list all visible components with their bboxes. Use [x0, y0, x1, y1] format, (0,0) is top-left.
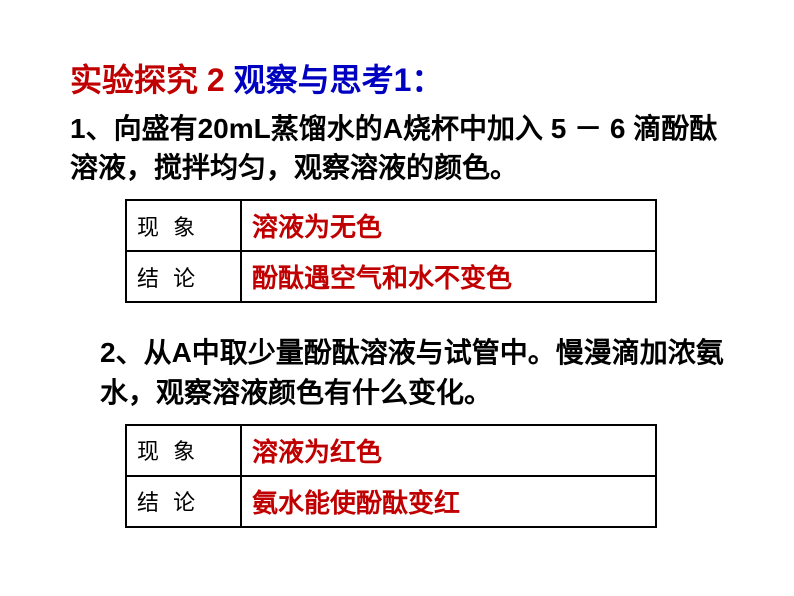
table-row: 结 论 酚酞遇空气和水不变色	[126, 251, 656, 302]
table-value-phenomenon: 溶液为无色	[241, 200, 656, 251]
table-value-phenomenon: 溶液为红色	[241, 425, 656, 476]
paragraph-2: 2、从A中取少量酚酞溶液与试管中。慢漫滴加浓氨水，观察溶液颜色有什么变化。	[100, 333, 724, 411]
table-row: 结 论 氨水能使酚酞变红	[126, 476, 656, 527]
table-label-phenomenon: 现 象	[126, 200, 241, 251]
table-label-conclusion: 结 论	[126, 251, 241, 302]
observation-table-1: 现 象 溶液为无色 结 论 酚酞遇空气和水不变色	[125, 199, 657, 303]
table-row: 现 象 溶液为红色	[126, 425, 656, 476]
table-value-conclusion: 酚酞遇空气和水不变色	[241, 251, 656, 302]
title-blue-part: 观察与思考1：	[234, 62, 444, 98]
table-label-conclusion: 结 论	[126, 476, 241, 527]
title-red-part: 实验探究 2	[70, 62, 234, 98]
table-label-phenomenon: 现 象	[126, 425, 241, 476]
slide-title: 实验探究 2 观察与思考1：	[70, 55, 724, 101]
table-value-conclusion: 氨水能使酚酞变红	[241, 476, 656, 527]
observation-table-2: 现 象 溶液为红色 结 论 氨水能使酚酞变红	[125, 424, 657, 528]
table-row: 现 象 溶液为无色	[126, 200, 656, 251]
paragraph-1: 1、向盛有20mL蒸馏水的A烧杯中加入 5 － 6 滴酚酞溶液，搅拌均匀，观察溶…	[70, 109, 724, 187]
